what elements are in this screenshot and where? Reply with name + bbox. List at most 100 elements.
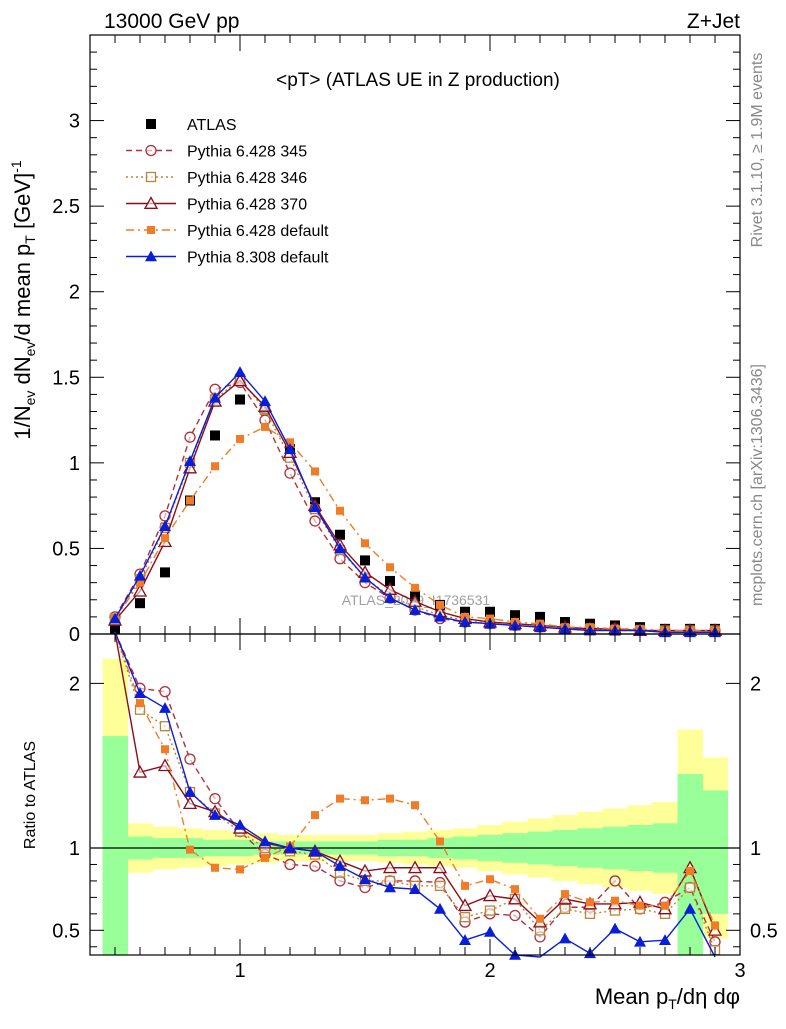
main-point-p8def [309,501,321,513]
ratio-series-p345 [114,631,721,948]
ratio-point-p370 [382,860,398,874]
main-point-p6def [286,438,294,447]
ratio-panel: 1 2 30.5 0.51 12 2 Ratio to ATLAS Mean pT/dη … [22,631,778,1012]
main-point-atlas [360,555,370,566]
header-energy-label: 13000 GeV pp [104,10,239,33]
main-panel: ATLAS_2019_I1736531 <pT> (ATLAS UE in Z … [8,34,741,646]
ratio-point-p370 [432,860,448,874]
ratio-point-p346 [684,882,696,893]
ratio-point-p8def [259,835,271,847]
ratio-point-p6def [636,901,644,910]
ratio-point-p345 [284,858,296,871]
main-point-p6def [411,583,419,592]
ratio-point-p8def [334,860,346,871]
ratio-y-tick-label-left: 1 [69,838,80,860]
ratio-point-p6def [661,901,669,910]
ratio-point-p8def [359,873,371,885]
legend-label-p370: Pythia 6.428 370 [187,197,307,214]
ratio-point-p8def [434,902,446,914]
ratio-point-p346 [584,908,596,919]
main-point-p6def [261,422,269,431]
main-point-atlas [235,394,245,405]
main-point-p8def [434,610,446,622]
main-point-p6def [311,467,319,476]
main-point-p8def [184,455,196,466]
ratio-point-p346 [459,911,471,923]
ratio-point-p345 [509,909,521,922]
ratio-point-p6def [611,896,619,905]
main-point-p6def [136,578,144,587]
main-point-p6def [336,506,344,515]
ratio-point-p8def [634,935,646,947]
ratio-point-p6def [436,837,444,846]
ratio-y-axis-title: Ratio to ATLAS [22,741,39,849]
ratio-point-p6def [336,794,344,803]
legend-marker-p370 [143,196,159,209]
main-y-tick-label: 1.5 [52,367,80,389]
ratio-series-p346 [114,631,721,956]
ratio-point-p346 [434,880,446,892]
legend-marker-p8def [145,250,157,262]
ratio-band-green [702,790,728,914]
main-point-p8def [284,443,296,454]
ratio-y-tick-label-right: 2 [750,673,761,695]
ratio-point-p370 [557,891,573,905]
ratio-point-p8def [409,883,421,894]
x-tick-label: 2 [484,960,495,982]
ratio-point-p370 [707,922,723,936]
ratio-point-p6def [461,881,469,890]
legend-label-p8def: Pythia 8.308 default [187,250,329,267]
main-point-p8def [234,366,246,377]
main-y-tick-label: 0 [69,624,80,646]
ratio-point-p8def [134,687,146,699]
ratio-point-p8def [384,881,396,893]
main-point-p6def [161,534,169,543]
ratio-point-p346 [484,905,496,916]
ratio-point-p8def [609,922,621,934]
header-process-label: Z+Jet [687,10,740,33]
legend-marker-p345 [145,144,157,157]
ratio-point-p8def [559,932,571,944]
main-point-atlas [160,567,170,578]
ratio-y-tick-label-left: 0.5 [52,920,80,942]
ratio-point-p346 [559,903,571,915]
ratio-line-p346 [114,631,716,951]
ratio-point-p6def [386,794,394,803]
ratio-point-p8def [209,809,221,820]
ratio-line-p345 [114,631,716,943]
ratio-point-p345 [184,753,196,765]
main-point-p345 [284,467,296,479]
ratio-point-p8def [659,934,671,945]
main-point-p8def [259,395,271,407]
ratio-point-p370 [182,796,198,810]
mcplots-credit-label: mcplots.cern.ch [arXiv:1306.3436] [749,364,766,606]
ratio-point-p6def [561,890,569,899]
ratio-point-p6def [236,865,244,874]
main-point-p8def [384,592,396,603]
ratio-point-p6def [686,867,694,876]
main-point-p6def [236,434,244,443]
ratio-point-p346 [159,721,171,732]
main-point-p6def [186,496,194,505]
legend-label-atlas: ATLAS [187,117,237,134]
legend-marker-atlas [146,119,156,129]
rivet-version-label: Rivet 3.1.10, ≥ 1.9M events [749,53,766,248]
ratio-point-p6def [136,699,144,708]
ratio-point-p6def [361,796,369,805]
x-axis-title: Mean pT/dη dφ [595,984,740,1012]
main-point-atlas [135,598,145,609]
main-y-tick-label: 2.5 [52,196,80,218]
main-point-p8def [209,391,221,403]
ratio-series-p6def [114,631,719,930]
ratio-point-p370 [507,891,523,905]
ratio-point-p6def [186,845,194,854]
main-point-atlas [485,606,495,617]
ratio-point-p8def [184,786,196,797]
main-point-p8def [159,520,171,531]
main-series-p8def [109,366,721,638]
ratio-line-p8def [114,631,716,958]
main-point-p8def [109,612,121,624]
ratio-point-p6def [536,914,544,923]
x-tick-label: 1 [234,960,245,982]
